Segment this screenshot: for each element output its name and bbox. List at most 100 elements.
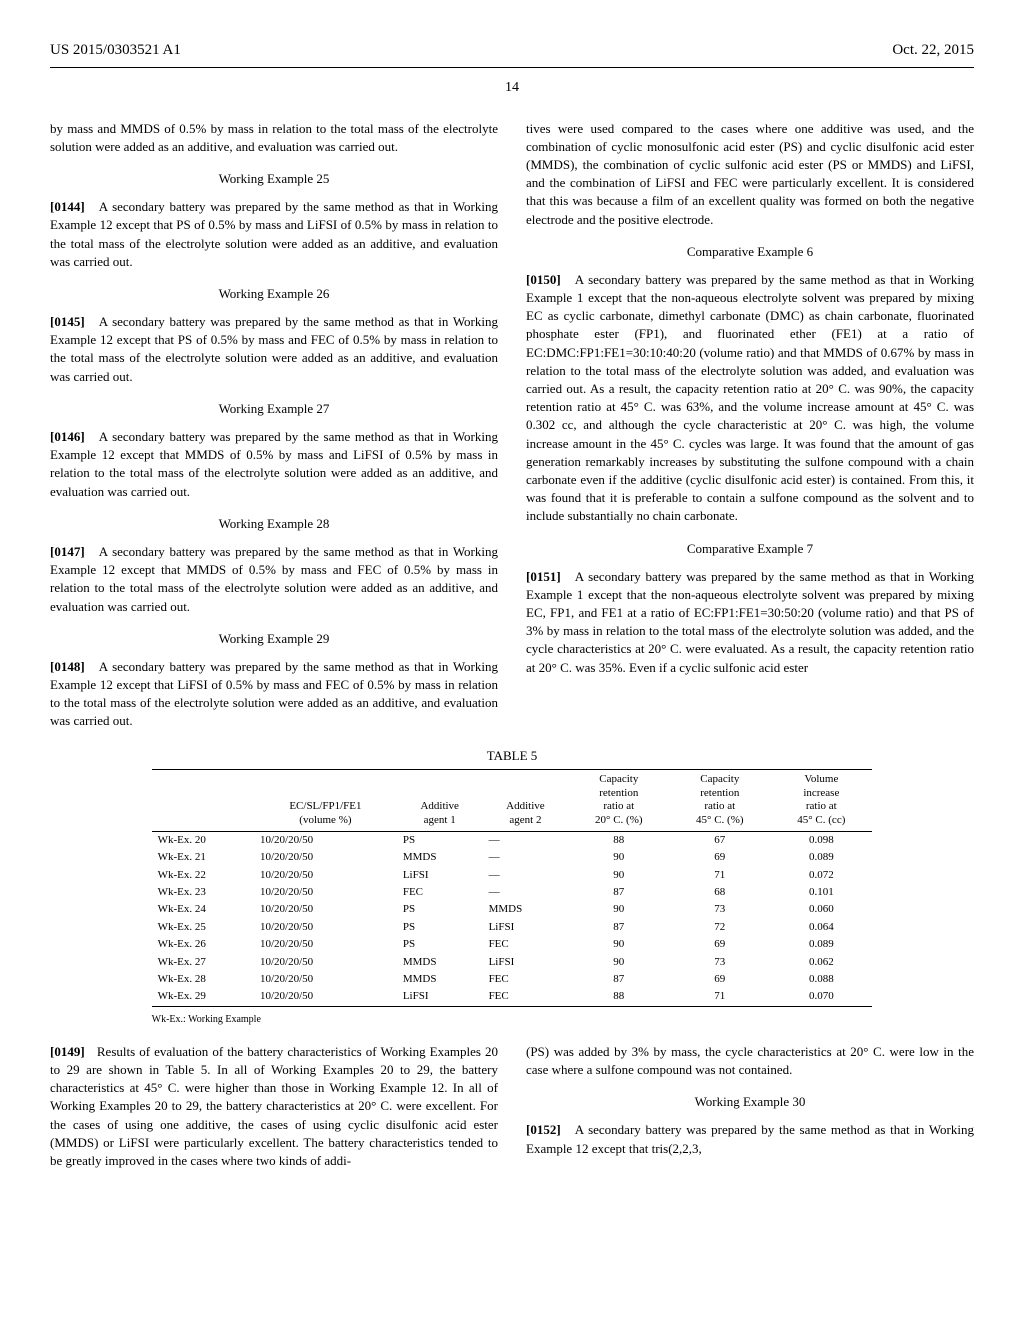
- para-right-ps: (PS) was added by 3% by mass, the cycle …: [526, 1043, 974, 1079]
- table-cell: 0.101: [770, 884, 872, 901]
- table-cell: 73: [669, 901, 770, 918]
- table-5-footnote: Wk-Ex.: Working Example: [152, 1013, 873, 1027]
- heading-working-example-26: Working Example 26: [50, 285, 498, 303]
- table-cell: 0.060: [770, 901, 872, 918]
- para-0148: [0148] A secondary battery was prepared …: [50, 658, 498, 731]
- table-row: Wk-Ex. 2110/20/20/50MMDS—90690.089: [152, 849, 873, 866]
- table-cell: LiFSI: [483, 954, 569, 971]
- para-0147: [0147] A secondary battery was prepared …: [50, 543, 498, 616]
- para-number: [0151]: [526, 569, 561, 584]
- table-cell: 0.088: [770, 971, 872, 988]
- heading-comparative-example-6: Comparative Example 6: [526, 243, 974, 261]
- table-cell: 90: [568, 954, 669, 971]
- table-cell: 90: [568, 849, 669, 866]
- table-cell: PS: [397, 901, 483, 918]
- table-header-cell: EC/SL/FP1/FE1(volume %): [254, 769, 397, 831]
- table-cell: —: [483, 849, 569, 866]
- table-cell: 10/20/20/50: [254, 849, 397, 866]
- para-number: [0150]: [526, 272, 561, 287]
- header-rule: [50, 67, 974, 68]
- para-text: A secondary battery was prepared by the …: [526, 272, 974, 523]
- table-row: Wk-Ex. 2510/20/20/50PSLiFSI87720.064: [152, 919, 873, 936]
- table-cell: 69: [669, 849, 770, 866]
- table-header-cell: [152, 769, 254, 831]
- table-cell: LiFSI: [397, 988, 483, 1006]
- heading-working-example-29: Working Example 29: [50, 630, 498, 648]
- table-cell: MMDS: [397, 954, 483, 971]
- table-row: Wk-Ex. 2310/20/20/50FEC—87680.101: [152, 884, 873, 901]
- heading-working-example-28: Working Example 28: [50, 515, 498, 533]
- table-cell: FEC: [397, 884, 483, 901]
- para-number: [0146]: [50, 429, 85, 444]
- para-text: A secondary battery was prepared by the …: [526, 569, 974, 675]
- table-cell: —: [483, 884, 569, 901]
- table-cell: 10/20/20/50: [254, 919, 397, 936]
- table-cell: 10/20/20/50: [254, 971, 397, 988]
- table-header-cell: Volumeincreaseratio at45° C. (cc): [770, 769, 872, 831]
- table-cell: LiFSI: [483, 919, 569, 936]
- table-cell: Wk-Ex. 27: [152, 954, 254, 971]
- publication-number: US 2015/0303521 A1: [50, 40, 181, 61]
- para-number: [0148]: [50, 659, 85, 674]
- table-cell: 0.064: [770, 919, 872, 936]
- para-0144: [0144] A secondary battery was prepared …: [50, 198, 498, 271]
- heading-working-example-25: Working Example 25: [50, 170, 498, 188]
- table-cell: FEC: [483, 936, 569, 953]
- page-header: US 2015/0303521 A1 Oct. 22, 2015: [50, 40, 974, 61]
- para-number: [0152]: [526, 1122, 561, 1137]
- para-text: A secondary battery was prepared by the …: [50, 429, 498, 499]
- table-cell: 71: [669, 988, 770, 1006]
- table-cell: Wk-Ex. 24: [152, 901, 254, 918]
- page-number: 14: [50, 78, 974, 98]
- para-0152: [0152] A secondary battery was prepared …: [526, 1121, 974, 1157]
- table-cell: 10/20/20/50: [254, 901, 397, 918]
- table-cell: Wk-Ex. 28: [152, 971, 254, 988]
- table-row: Wk-Ex. 2010/20/20/50PS—88670.098: [152, 831, 873, 849]
- table-cell: 0.070: [770, 988, 872, 1006]
- para-0146: [0146] A secondary battery was prepared …: [50, 428, 498, 501]
- para-number: [0147]: [50, 544, 85, 559]
- table-row: Wk-Ex. 2210/20/20/50LiFSI—90710.072: [152, 867, 873, 884]
- table-cell: 10/20/20/50: [254, 867, 397, 884]
- table-cell: 88: [568, 988, 669, 1006]
- body-two-column: by mass and MMDS of 0.5% by mass in rela…: [50, 120, 974, 741]
- table-cell: 0.062: [770, 954, 872, 971]
- para-0145: [0145] A secondary battery was prepared …: [50, 313, 498, 386]
- table-row: Wk-Ex. 2910/20/20/50LiFSIFEC88710.070: [152, 988, 873, 1006]
- table-cell: 10/20/20/50: [254, 988, 397, 1006]
- table-cell: 69: [669, 971, 770, 988]
- table-header-cell: Additiveagent 2: [483, 769, 569, 831]
- table-cell: Wk-Ex. 20: [152, 831, 254, 849]
- table-cell: 0.089: [770, 936, 872, 953]
- table-header-cell: Capacityretentionratio at20° C. (%): [568, 769, 669, 831]
- publication-date: Oct. 22, 2015: [892, 40, 974, 61]
- table-cell: FEC: [483, 971, 569, 988]
- para-text: A secondary battery was prepared by the …: [526, 1122, 974, 1155]
- left-column: by mass and MMDS of 0.5% by mass in rela…: [50, 120, 498, 741]
- heading-working-example-27: Working Example 27: [50, 400, 498, 418]
- table-cell: Wk-Ex. 26: [152, 936, 254, 953]
- table-header-row: EC/SL/FP1/FE1(volume %) Additiveagent 1 …: [152, 769, 873, 831]
- table-cell: MMDS: [483, 901, 569, 918]
- heading-working-example-30: Working Example 30: [526, 1093, 974, 1111]
- para-text: A secondary battery was prepared by the …: [50, 544, 498, 614]
- para-0150: [0150] A secondary battery was prepared …: [526, 271, 974, 526]
- table-cell: Wk-Ex. 21: [152, 849, 254, 866]
- table-cell: —: [483, 831, 569, 849]
- table-cell: 87: [568, 884, 669, 901]
- para-text: Results of evaluation of the battery cha…: [50, 1044, 498, 1168]
- table-cell: 90: [568, 936, 669, 953]
- table-cell: MMDS: [397, 971, 483, 988]
- table-cell: Wk-Ex. 29: [152, 988, 254, 1006]
- table-cell: —: [483, 867, 569, 884]
- table-cell: 72: [669, 919, 770, 936]
- table-cell: PS: [397, 831, 483, 849]
- table-cell: 73: [669, 954, 770, 971]
- table-cell: 87: [568, 919, 669, 936]
- table-header-cell: Additiveagent 1: [397, 769, 483, 831]
- para-number: [0149]: [50, 1044, 85, 1059]
- table-cell: Wk-Ex. 22: [152, 867, 254, 884]
- table-cell: 90: [568, 901, 669, 918]
- para-right-top: tives were used compared to the cases wh…: [526, 120, 974, 229]
- table-cell: 68: [669, 884, 770, 901]
